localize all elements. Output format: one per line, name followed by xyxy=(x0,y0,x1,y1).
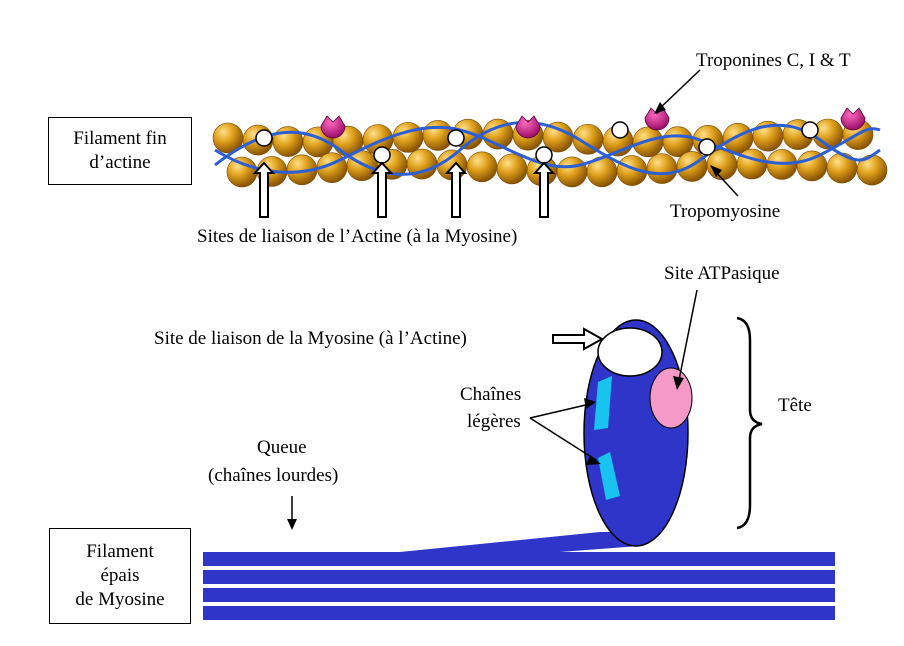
actin-binding-sites-label: Sites de liaison de l’Actine (à la Myosi… xyxy=(197,226,518,247)
thin-filament-line-1: Filament fin xyxy=(73,128,167,149)
actin-binding-site xyxy=(373,146,391,164)
thin-filament-box: Filament fin d’actine xyxy=(48,117,192,185)
light-chain-pointer-upper xyxy=(529,403,591,419)
atpase-site xyxy=(649,367,693,429)
actin-binding-site xyxy=(535,146,553,164)
light-chain-pointer-upper-head xyxy=(584,398,596,409)
atpase-pointer xyxy=(678,289,698,381)
actin-monomer xyxy=(466,151,498,183)
light-chain-pointer-lower xyxy=(529,417,597,461)
troponin xyxy=(515,115,541,139)
troponin-complex xyxy=(320,107,866,139)
binding-site-arrow xyxy=(370,161,394,218)
actin-binding-site xyxy=(801,121,819,139)
tail-label-2: (chaînes lourdes) xyxy=(208,465,339,486)
actin-monomer xyxy=(722,122,754,154)
actin-binding-site xyxy=(255,129,273,147)
atpase-pointer-head xyxy=(673,376,684,390)
actin-monomer xyxy=(496,153,528,185)
actin-binding-site xyxy=(611,121,629,139)
tropomyosin-pointer-head xyxy=(710,165,722,177)
head-label: Tête xyxy=(778,395,812,416)
head-bracket xyxy=(736,316,763,530)
tail-label-1: Queue xyxy=(257,437,307,458)
actin-binding-sites xyxy=(255,121,819,164)
binding-site-arrow xyxy=(252,161,276,218)
binding-site-arrows xyxy=(252,161,556,218)
actin-monomer xyxy=(736,148,768,180)
troponin-pointer xyxy=(657,69,701,111)
troponin xyxy=(320,115,346,139)
actin-binding-site xyxy=(447,129,465,147)
atpase-site-label: Site ATPasique xyxy=(664,263,780,284)
thick-filament-line-2: épais xyxy=(100,565,140,586)
thin-filament-line-2: d’actine xyxy=(89,152,151,173)
myosin-binding-site-label: Site de liaison de la Myosine (à l’Actin… xyxy=(154,328,467,349)
binding-site-arrow xyxy=(532,161,556,218)
myosin-neck xyxy=(400,532,640,552)
myosin-binding-arrow xyxy=(552,327,605,351)
troponin xyxy=(840,107,866,131)
light-chain-upper xyxy=(594,376,612,430)
binding-site-arrow xyxy=(444,161,468,218)
actin-monomer xyxy=(796,150,828,182)
troponin xyxy=(644,107,670,131)
thick-filament-line-3: de Myosine xyxy=(75,589,165,610)
troponin-pointer-head xyxy=(654,102,666,114)
tropomyosin-label: Tropomyosine xyxy=(670,201,781,222)
light-chain-pointer-lower-head xyxy=(586,455,601,465)
actin-monomer xyxy=(556,156,588,188)
light-chains-label-1: Chaînes xyxy=(460,384,522,405)
light-chains-label-2: légères xyxy=(467,411,521,432)
thick-filament-bars xyxy=(203,552,835,620)
myosin-actin-binding-site xyxy=(597,327,663,377)
tail-pointer-head xyxy=(287,519,297,530)
actin-monomer xyxy=(226,156,258,188)
actin-monomer xyxy=(392,122,424,153)
thick-filament-box: Filament épais de Myosine xyxy=(49,528,191,624)
light-chain-lower xyxy=(598,452,620,500)
thick-filament-line-1: Filament xyxy=(86,541,154,562)
actin-binding-site xyxy=(698,138,716,156)
actin-monomer xyxy=(646,153,678,184)
troponins-label: Troponines C, I & T xyxy=(696,50,851,71)
